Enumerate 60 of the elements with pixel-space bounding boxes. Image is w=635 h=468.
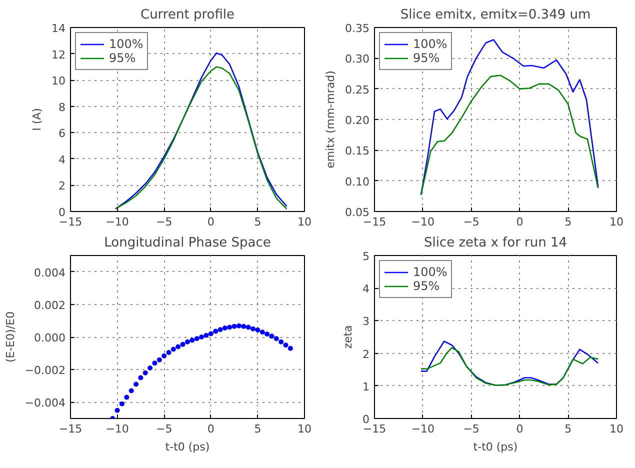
x-tick-label: −10 [411, 216, 435, 228]
y-tick-label: 12 [52, 48, 66, 62]
x-tick-label: −5 [156, 422, 172, 436]
chart-title: Current profile [140, 8, 235, 22]
y-tick-label: 2 [362, 348, 370, 361]
y-tick-label: 0.20 [345, 114, 370, 127]
y-tick-label: 4 [58, 153, 66, 166]
x-tick-label: −10 [106, 422, 129, 436]
y-tick-label: −0.002 [24, 364, 66, 378]
x-tick-label: 10 [298, 216, 312, 228]
x-tick-label: 0 [516, 216, 524, 228]
y-tick-label: 0.002 [34, 298, 66, 312]
x-tick-label: 0 [207, 216, 214, 228]
x-tick-label: 0 [516, 422, 524, 436]
y-tick-label: 1 [362, 380, 370, 394]
x-tick-label: 5 [564, 422, 572, 436]
x-tick-label: 5 [564, 216, 572, 228]
y-tick-label: 10 [52, 74, 66, 88]
x-tick-label: 10 [610, 216, 624, 228]
chart-title: Longitudinal Phase Space [104, 236, 271, 250]
legend-label: 95% [413, 51, 440, 65]
y-tick-label: 5 [362, 250, 370, 263]
y-tick-label: 0.30 [345, 52, 370, 66]
x-tick-label: −5 [463, 216, 480, 228]
y-tick-label: 0.35 [345, 22, 370, 35]
x-tick-label: 5 [254, 216, 262, 228]
x-tick-label: 10 [610, 422, 624, 436]
x-tick-label: −15 [58, 422, 82, 436]
x-tick-label: −10 [106, 216, 129, 228]
x-tick-label: −10 [411, 422, 435, 436]
y-tick-label: 8 [58, 100, 66, 114]
y-tick-label: 0.25 [345, 83, 370, 96]
y-tick-label: 0.004 [34, 266, 66, 280]
y-tick-label: 0.000 [34, 332, 66, 344]
y-tick-label: 0.15 [345, 144, 370, 158]
y-axis-title: zeta [342, 325, 354, 349]
x-tick-label: −5 [463, 422, 480, 436]
x-tick-label: −5 [156, 216, 172, 228]
x-tick-label: 0 [207, 422, 214, 436]
y-tick-label: −0.004 [24, 396, 66, 410]
y-axis-title: emitx (mm-mrad) [324, 70, 338, 168]
x-tick-label: 5 [254, 422, 262, 436]
y-tick-label: 0.10 [345, 175, 370, 188]
y-tick-label: 2 [58, 180, 66, 193]
legend-label: 100% [413, 265, 448, 279]
y-tick-label: 6 [58, 127, 66, 140]
y-tick-label: 4 [362, 282, 370, 296]
legend-label: 95% [413, 279, 440, 293]
x-axis-title: t-t0 (ps) [473, 440, 518, 454]
x-tick-label: 10 [298, 422, 312, 436]
legend-label: 100% [109, 37, 144, 51]
chart-title: Slice zeta x for run 14 [424, 236, 568, 250]
y-axis-title: (E-E0)/E0 [4, 311, 17, 363]
chart-title: Slice emitx, emitx=0.349 um [400, 8, 591, 22]
y-tick-label: 14 [52, 22, 66, 35]
y-axis-title: I (A) [30, 108, 44, 131]
y-tick-label: 3 [362, 315, 370, 328]
x-axis-title: t-t0 (ps) [165, 440, 210, 454]
legend-label: 95% [109, 51, 136, 65]
legend-label: 100% [413, 37, 448, 51]
